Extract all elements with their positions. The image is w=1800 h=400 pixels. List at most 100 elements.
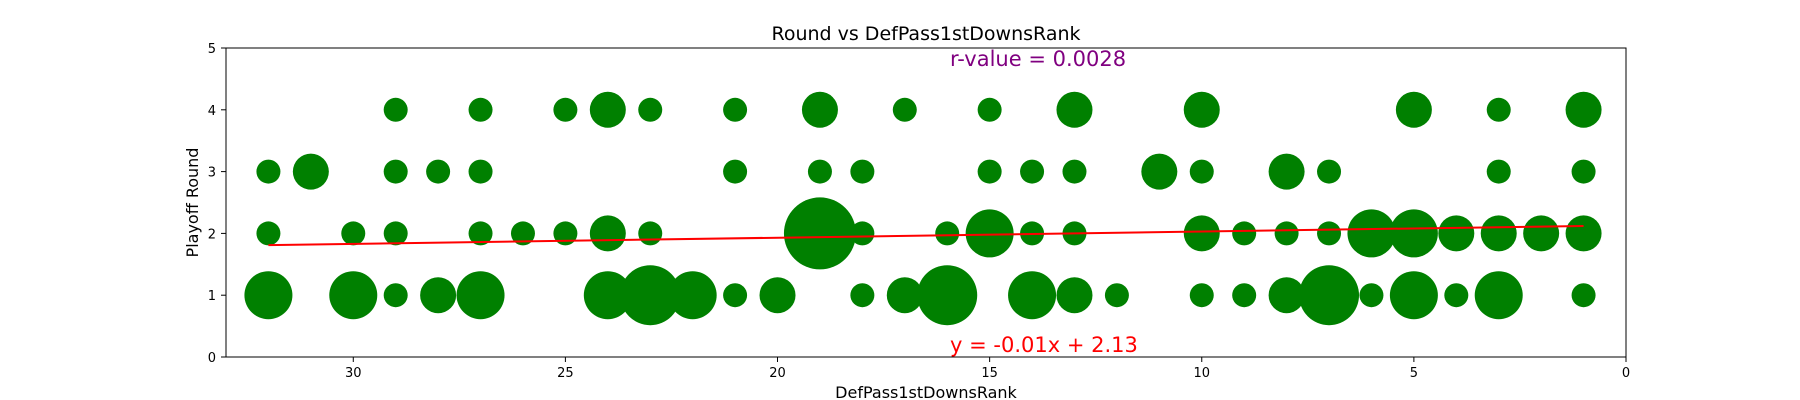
y-axis: 0 1 2 3 4 5	[208, 42, 226, 366]
scatter-point	[1571, 283, 1596, 308]
scatter-point	[1395, 91, 1432, 128]
scatter-point	[583, 271, 632, 320]
scatter-point	[935, 221, 960, 246]
scatter-point	[553, 97, 578, 122]
scatter-point	[1232, 283, 1257, 308]
scatter-point	[850, 283, 875, 308]
trend-line-layer	[268, 224, 1584, 247]
y-tick-label: 2	[208, 227, 216, 242]
scatter-point	[1062, 159, 1087, 184]
y-tick-label: 1	[208, 289, 216, 304]
x-tick-label: 10	[1193, 366, 1210, 381]
marker-layer	[244, 91, 1602, 326]
y-tick-label: 0	[208, 351, 216, 366]
scatter-point	[383, 159, 408, 184]
scatter-point	[850, 159, 875, 184]
scatter-point	[1189, 159, 1214, 184]
trend-line	[268, 224, 1584, 247]
scatter-point	[850, 221, 875, 246]
scatter-point	[1274, 221, 1299, 246]
x-tick-label: 5	[1410, 366, 1418, 381]
scatter-point	[1480, 215, 1517, 252]
scatter-point	[1523, 215, 1560, 252]
scatter-point	[1359, 283, 1384, 308]
scatter-point	[1389, 271, 1438, 320]
r-value-annotation: r-value = 0.0028	[950, 47, 1126, 71]
scatter-point	[917, 265, 978, 326]
scatter-point	[510, 221, 535, 246]
scatter-point	[1299, 265, 1360, 326]
y-tick-label: 4	[208, 104, 216, 119]
scatter-point	[1571, 159, 1596, 184]
scatter-point	[1486, 159, 1511, 184]
scatter-point	[468, 97, 493, 122]
scatter-point	[668, 271, 717, 320]
scatter-point	[1056, 91, 1093, 128]
scatter-point	[292, 153, 329, 190]
regression-equation-annotation: y = -0.01x + 2.13	[950, 333, 1138, 357]
scatter-point	[783, 197, 856, 270]
x-axis-label: DefPass1stDownsRank	[835, 383, 1017, 400]
scatter-point	[807, 159, 832, 184]
scatter-point	[1056, 277, 1093, 314]
scatter-point	[426, 159, 451, 184]
scatter-point	[723, 283, 748, 308]
scatter-point	[723, 159, 748, 184]
scatter-point	[1104, 283, 1129, 308]
scatter-point	[244, 271, 293, 320]
plot-frame	[225, 47, 1627, 358]
scatter-point	[801, 91, 838, 128]
scatter-point	[886, 277, 923, 314]
x-tick-label: 20	[769, 366, 786, 381]
scatter-point	[1347, 209, 1396, 258]
scatter-point	[1268, 153, 1305, 190]
scatter-point	[553, 221, 578, 246]
scatter-point	[1389, 209, 1438, 258]
scatter-point	[723, 97, 748, 122]
scatter-point	[1268, 277, 1305, 314]
scatter-point	[420, 277, 457, 314]
scatter-point	[256, 221, 281, 246]
scatter-point	[1189, 283, 1214, 308]
scatter-point	[341, 221, 366, 246]
scatter-point	[1008, 271, 1057, 320]
y-tick-label: 5	[208, 42, 216, 57]
scatter-point	[1444, 283, 1469, 308]
scatter-point	[1183, 91, 1220, 128]
scatter-point	[1486, 97, 1511, 122]
x-tick-label: 25	[557, 366, 574, 381]
scatter-point	[1317, 221, 1342, 246]
x-tick-label: 0	[1622, 366, 1630, 381]
chart-title: Round vs DefPass1stDownsRank	[771, 23, 1080, 45]
scatter-point	[589, 215, 626, 252]
scatter-point	[977, 159, 1002, 184]
scatter-point	[383, 97, 408, 122]
scatter-point	[1565, 91, 1602, 128]
scatter-point	[1183, 215, 1220, 252]
scatter-point	[383, 221, 408, 246]
scatter-point	[892, 97, 917, 122]
scatter-point	[468, 159, 493, 184]
scatter-point	[977, 97, 1002, 122]
scatter-point	[1141, 153, 1178, 190]
scatter-point	[456, 271, 505, 320]
scatter-point	[638, 221, 663, 246]
scatter-point	[383, 283, 408, 308]
scatter-point	[256, 159, 281, 184]
scatter-point	[620, 265, 681, 326]
scatter-point	[759, 277, 796, 314]
scatter-point	[965, 209, 1014, 258]
scatter-point	[589, 91, 626, 128]
scatter-point	[1232, 221, 1257, 246]
y-tick-label: 3	[208, 166, 216, 181]
scatter-point	[1438, 215, 1475, 252]
x-axis: 30 25 20 15 10 5 0	[345, 357, 1630, 381]
x-tick-label: 15	[981, 366, 998, 381]
scatter-point	[638, 97, 663, 122]
y-axis-label: Playoff Round	[183, 148, 202, 258]
scatter-point	[1565, 215, 1602, 252]
scatter-point	[1474, 271, 1523, 320]
x-tick-label: 30	[345, 366, 362, 381]
